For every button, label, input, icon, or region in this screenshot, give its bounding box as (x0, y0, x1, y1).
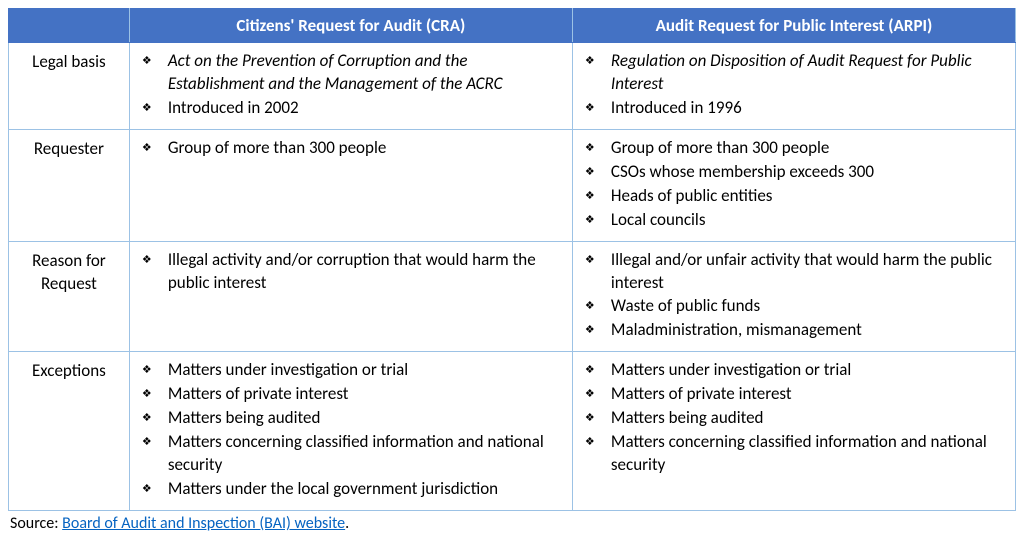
list-item: CSOs whose membership exceeds 300 (605, 161, 1005, 184)
list-item: Introduced in 1996 (605, 97, 1005, 120)
comparison-table: Citizens' Request for Audit (CRA) Audit … (8, 8, 1016, 511)
list-item: Matters of private interest (162, 383, 562, 406)
bullet-list: Group of more than 300 people (140, 137, 562, 160)
list-item: Local councils (605, 209, 1005, 232)
bullet-list: Matters under investigation or trialMatt… (583, 359, 1005, 477)
list-item: Introduced in 2002 (162, 97, 562, 120)
cell-exceptions-cra: Matters under investigation or trialMatt… (129, 352, 572, 511)
table-row: Exceptions Matters under investigation o… (9, 352, 1016, 511)
list-item: Group of more than 300 people (605, 137, 1005, 160)
list-item: Matters being audited (162, 407, 562, 430)
row-label-line: Reason for (32, 250, 106, 271)
list-item: Act on the Prevention of Corruption and … (162, 50, 562, 96)
list-item: Illegal and/or unfair activity that woul… (605, 249, 1005, 295)
source-prefix: Source: (10, 514, 62, 533)
list-item: Regulation on Disposition of Audit Reque… (605, 50, 1005, 96)
bullet-list: Illegal and/or unfair activity that woul… (583, 249, 1005, 343)
cell-legal-basis-arpi: Regulation on Disposition of Audit Reque… (572, 43, 1015, 130)
bullet-list: Act on the Prevention of Corruption and … (140, 50, 562, 120)
cell-exceptions-arpi: Matters under investigation or trialMatt… (572, 352, 1015, 511)
list-item: Matters under investigation or trial (162, 359, 562, 382)
table-header: Citizens' Request for Audit (CRA) Audit … (9, 9, 1016, 43)
bullet-list: Illegal activity and/or corruption that … (140, 249, 562, 295)
cell-requester-arpi: Group of more than 300 peopleCSOs whose … (572, 129, 1015, 241)
source-suffix: . (345, 514, 349, 533)
header-cra: Citizens' Request for Audit (CRA) (129, 9, 572, 43)
cell-reason-cra: Illegal activity and/or corruption that … (129, 241, 572, 352)
bullet-list: Group of more than 300 peopleCSOs whose … (583, 137, 1005, 232)
table-row: Reason for Request Illegal activity and/… (9, 241, 1016, 352)
cell-requester-cra: Group of more than 300 people (129, 129, 572, 241)
row-label-requester: Requester (9, 129, 130, 241)
header-arpi: Audit Request for Public Interest (ARPI) (572, 9, 1015, 43)
list-item: Matters under investigation or trial (605, 359, 1005, 382)
source-line: Source: Board of Audit and Inspection (B… (8, 511, 1016, 533)
list-item: Waste of public funds (605, 295, 1005, 318)
cell-reason-arpi: Illegal and/or unfair activity that woul… (572, 241, 1015, 352)
row-label-legal-basis: Legal basis (9, 43, 130, 130)
list-item: Matters under the local government juris… (162, 478, 562, 501)
table-row: Requester Group of more than 300 people … (9, 129, 1016, 241)
bullet-list: Matters under investigation or trialMatt… (140, 359, 562, 501)
list-item: Group of more than 300 people (162, 137, 562, 160)
row-label-exceptions: Exceptions (9, 352, 130, 511)
table-row: Legal basis Act on the Prevention of Cor… (9, 43, 1016, 130)
list-item: Matters being audited (605, 407, 1005, 430)
cell-legal-basis-cra: Act on the Prevention of Corruption and … (129, 43, 572, 130)
list-item: Matters concerning classified informatio… (605, 431, 1005, 477)
list-item: Maladministration, mismanagement (605, 319, 1005, 342)
list-item: Heads of public entities (605, 185, 1005, 208)
bullet-list: Regulation on Disposition of Audit Reque… (583, 50, 1005, 120)
row-label-reason: Reason for Request (9, 241, 130, 352)
list-item: Illegal activity and/or corruption that … (162, 249, 562, 295)
list-item: Matters concerning classified informatio… (162, 431, 562, 477)
list-item: Matters of private interest (605, 383, 1005, 406)
header-corner (9, 9, 130, 43)
row-label-line: Request (41, 273, 97, 294)
source-link[interactable]: Board of Audit and Inspection (BAI) webs… (62, 514, 345, 533)
